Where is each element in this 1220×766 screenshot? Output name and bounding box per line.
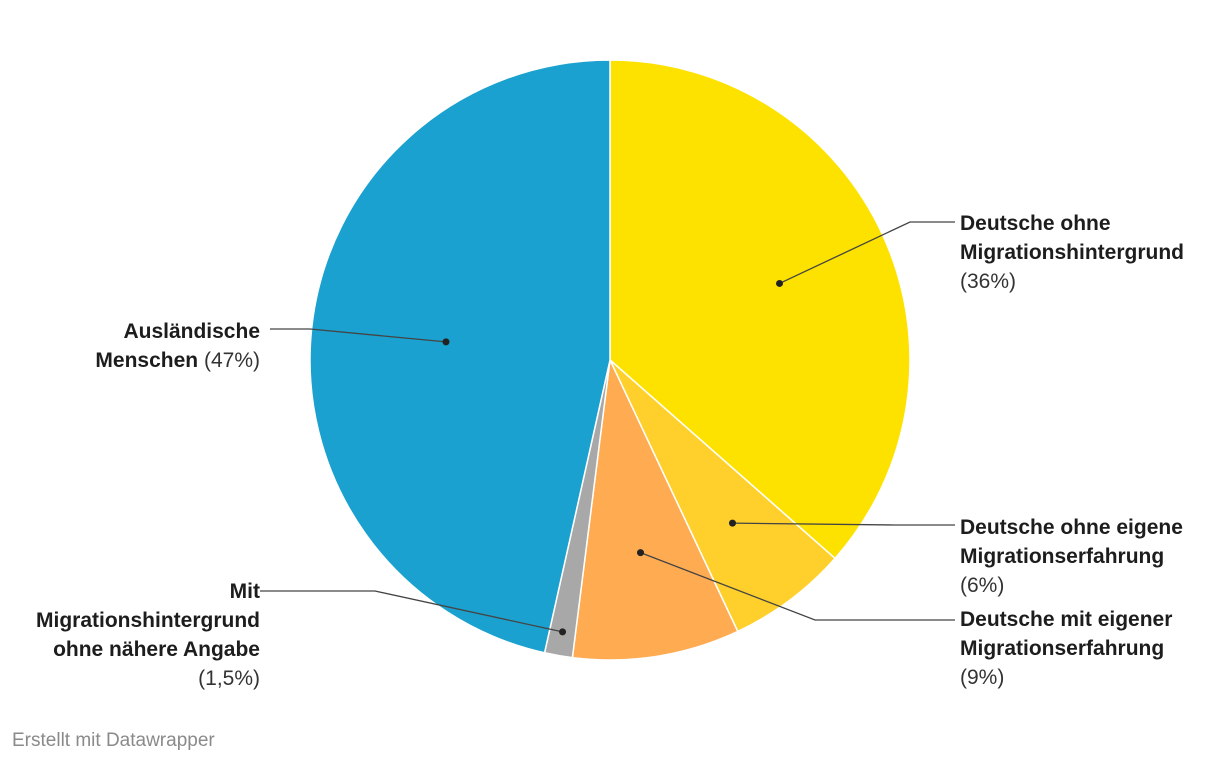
leader-dot-deutsche-mit-erfahrung — [637, 549, 645, 557]
pie-slice-deutsche-ohne-erfahrung — [609, 359, 837, 633]
label-name: Ausländische — [123, 320, 260, 343]
leader-line-deutsche-mit-erfahrung — [640, 551, 955, 621]
pie-slice-deutsche-ohne-mh — [609, 59, 911, 560]
leader-dot-auslaendische — [442, 338, 450, 346]
label-name: Migrationserfahrung — [960, 637, 1165, 660]
label-percent: (6%) — [960, 574, 1005, 597]
label-auslaendische-menschen: Ausländische Menschen (47%) — [95, 317, 260, 375]
label-name: Deutsche ohne — [960, 212, 1111, 235]
label-name: Migrationserfahrung — [960, 545, 1165, 568]
label-name: Deutsche mit eigener — [960, 608, 1173, 631]
label-name: Deutsche ohne eigene — [960, 516, 1183, 539]
leader-lines — [260, 221, 955, 636]
footer-credit: Erstellt mit Datawrapper — [12, 730, 215, 751]
leader-dot-deutsche-ohne-mh — [776, 279, 784, 287]
label-percent: (47%) — [203, 349, 260, 372]
label-deutsche-ohne-migrationshintergrund: Deutsche ohne Migrationshintergrund (36%… — [960, 209, 1184, 296]
label-percent: (9%) — [960, 666, 1005, 689]
label-name: Mit — [229, 580, 260, 603]
leader-line-auslaendische — [270, 328, 447, 343]
pie-slices — [309, 59, 911, 661]
leader-line-deutsche-ohne-mh — [779, 221, 955, 285]
label-deutsche-mit-eigener-migrationserfahrung: Deutsche mit eigener Migrationserfahrung… — [960, 605, 1172, 692]
label-mit-migrationshintergrund-ohne-angabe: Mit Migrationshintergrund ohne nähere An… — [36, 577, 260, 693]
leader-line-mit-mh-ohne-angabe — [260, 590, 563, 633]
label-deutsche-ohne-eigene-migrationserfahrung: Deutsche ohne eigene Migrationserfahrung… — [960, 513, 1183, 600]
leader-line-deutsche-ohne-erfahrung — [732, 522, 955, 526]
label-name: Migrationshintergrund — [960, 241, 1184, 264]
label-name: Migrationshintergrund — [36, 609, 260, 632]
label-percent: (36%) — [960, 270, 1017, 293]
pie-slice-auslaendische — [309, 59, 611, 654]
label-name: ohne nähere Angabe — [53, 638, 260, 661]
leader-dot-deutsche-ohne-erfahrung — [728, 519, 736, 527]
leader-dot-mit-mh-ohne-angabe — [559, 628, 567, 636]
label-percent: (1,5%) — [198, 667, 260, 690]
pie-slice-deutsche-mit-erfahrung — [571, 357, 739, 661]
label-name: Menschen — [95, 349, 199, 372]
